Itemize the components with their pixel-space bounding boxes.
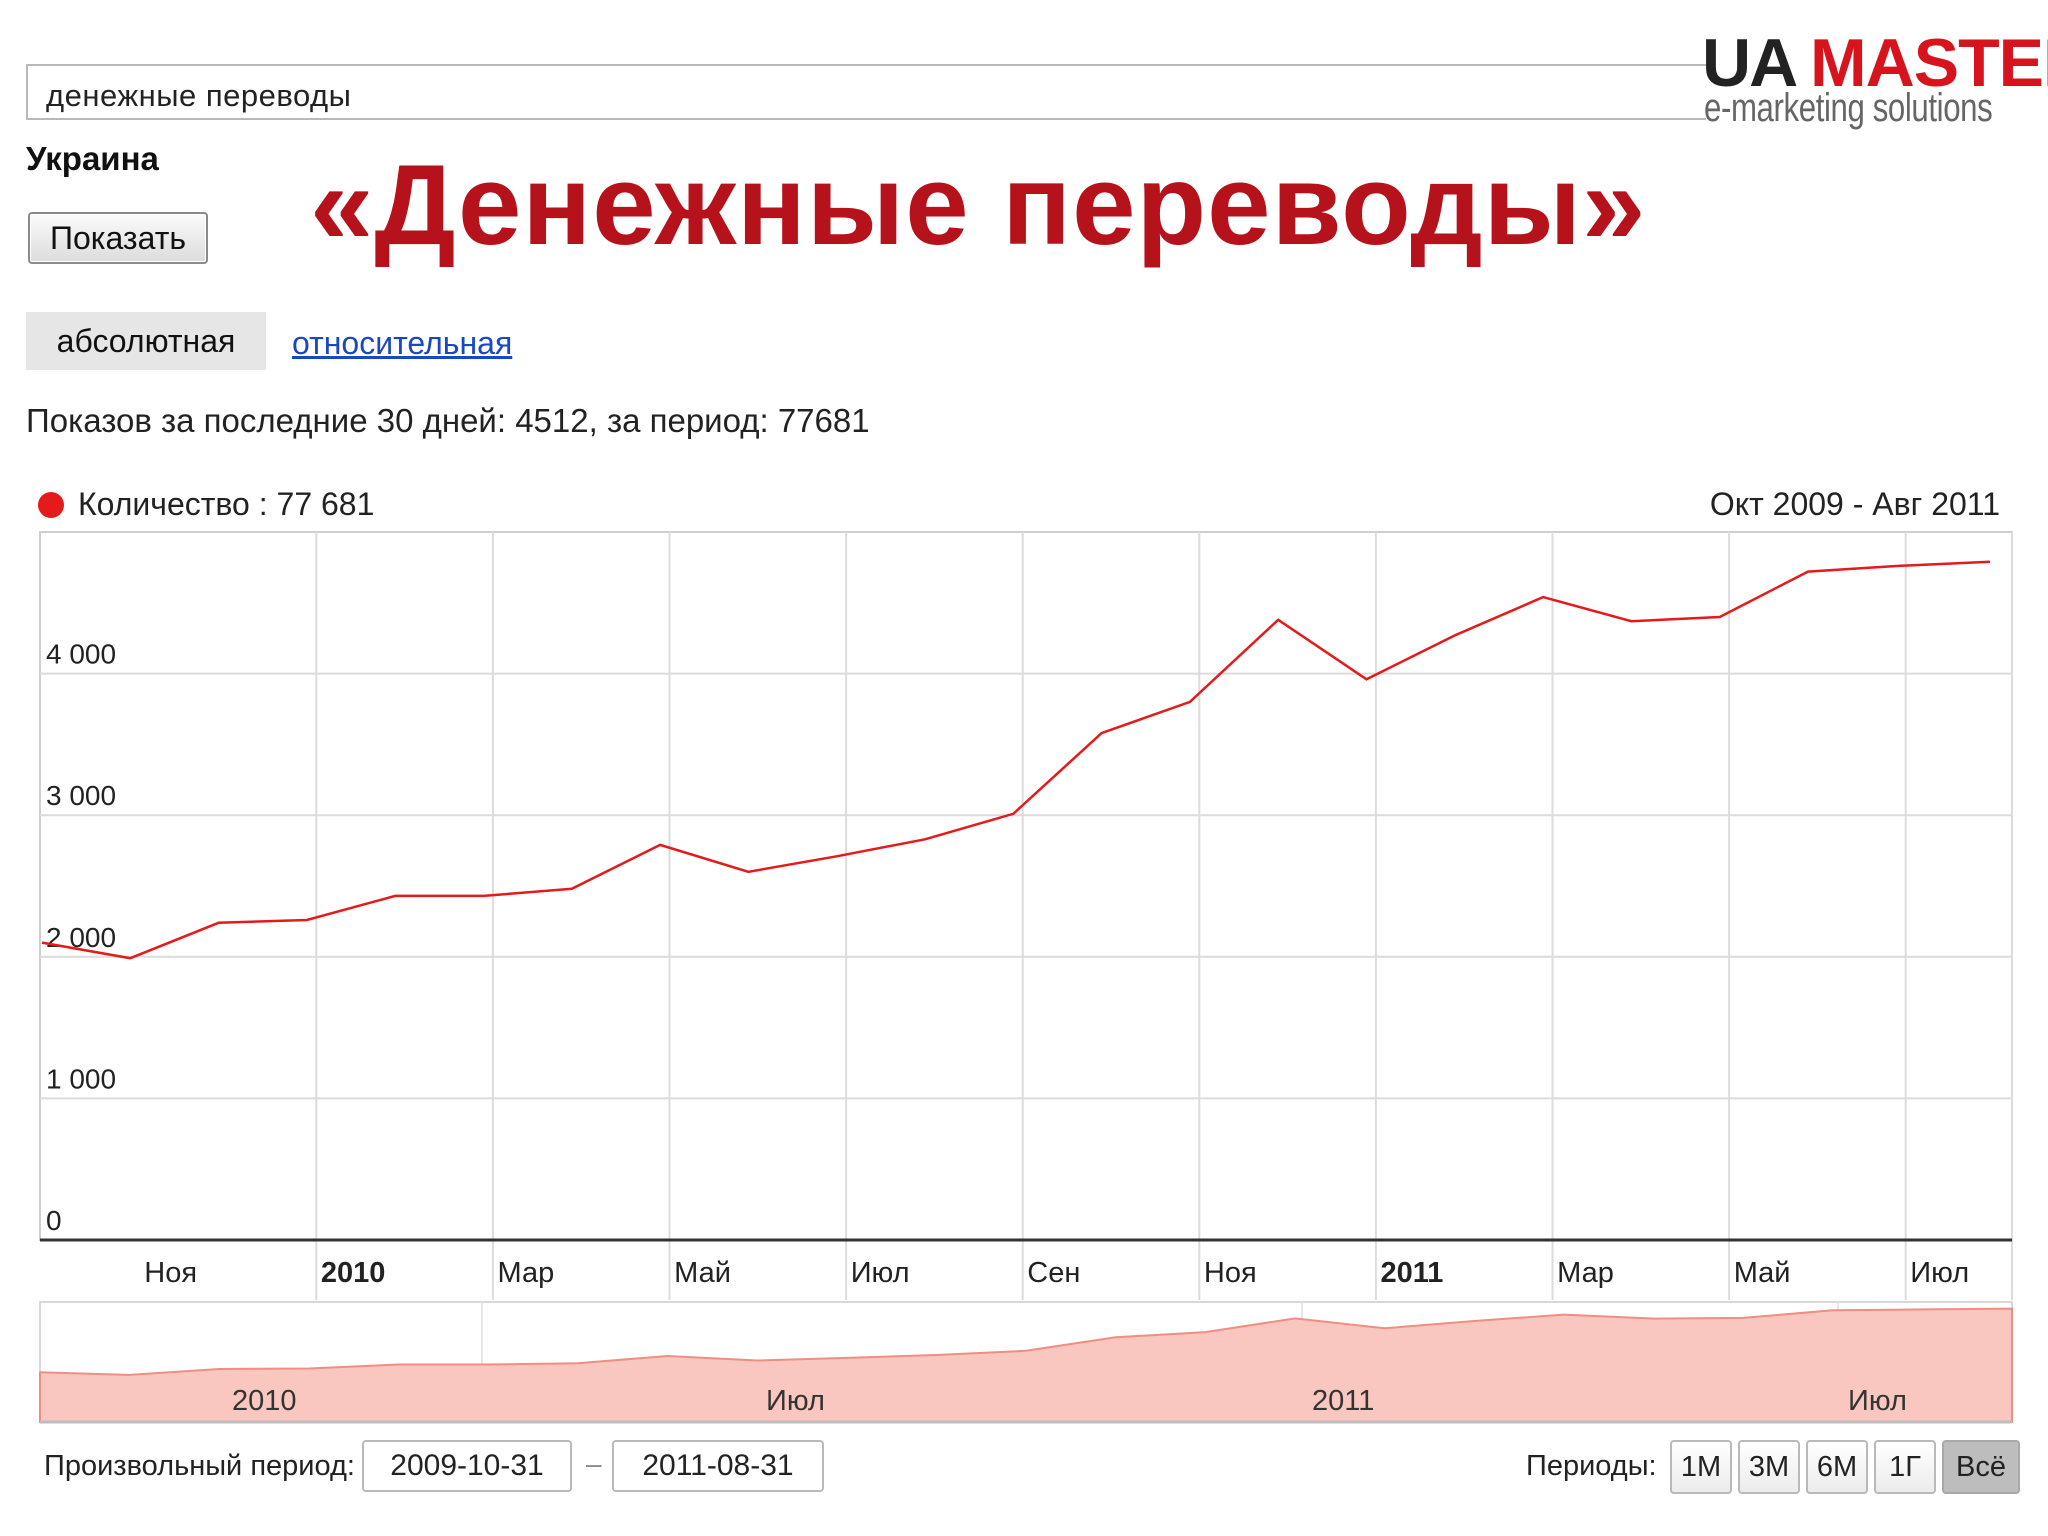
- navigator-label: 2011: [1312, 1385, 1374, 1417]
- periods-label: Периоды:: [1526, 1450, 1657, 1482]
- date-separator: –: [586, 1448, 602, 1479]
- x-tick-label: Июл: [1910, 1257, 1969, 1289]
- custom-period-label: Произвольный период:: [44, 1450, 355, 1482]
- x-tick-label: 2010: [321, 1257, 386, 1289]
- period-1y-button[interactable]: 1Г: [1874, 1440, 1936, 1494]
- horizontal-gridlines: [40, 672, 2012, 1100]
- logo-master-text: MASTER: [1810, 25, 2048, 101]
- y-axis-labels: 0 1 000 2 000 3 000 4 000: [46, 639, 116, 1236]
- impressions-summary: Показов за последние 30 дней: 4512, за п…: [26, 402, 870, 439]
- plot-frame: [39, 531, 2013, 1241]
- navigator-labels: 2010 Июл 2011 Июл: [232, 1385, 1907, 1417]
- y-tick-label: 3 000: [46, 780, 116, 811]
- date-to-input[interactable]: 2011-08-31: [612, 1440, 824, 1492]
- search-input[interactable]: денежные переводы: [26, 64, 1706, 120]
- region-label: Украина: [26, 140, 159, 177]
- search-query-text: денежные переводы: [46, 78, 352, 113]
- period-6m-button[interactable]: 6М: [1806, 1440, 1868, 1494]
- legend-label: Количество : 77 681: [78, 486, 375, 522]
- range-navigator[interactable]: 2010 Июл 2011 Июл: [39, 1301, 2013, 1424]
- date-range-label: Окт 2009 - Авг 2011: [1709, 486, 2000, 522]
- navigator-area: [39, 1307, 2013, 1423]
- period-3m-button[interactable]: 3М: [1738, 1440, 1800, 1494]
- x-tick-label: Ноя: [144, 1257, 197, 1289]
- x-axis-labels: Ноя 2010 Мар Май Июл Сен Ноя 2011 Мар Май Июл: [144, 1257, 1969, 1289]
- x-tick-label: Сен: [1027, 1257, 1080, 1289]
- x-tick-label: Май: [1734, 1257, 1791, 1289]
- uamaster-logo: UA MASTER e-marketing solutions: [1702, 24, 2048, 134]
- period-1m-button[interactable]: 1М: [1670, 1440, 1732, 1494]
- slide-headline: «Денежные переводы»: [310, 142, 1647, 269]
- x-tick-label: 2011: [1381, 1257, 1444, 1289]
- navigator-label: Июл: [1848, 1385, 1907, 1417]
- show-button[interactable]: Показать: [28, 212, 208, 264]
- period-all-button[interactable]: Всё: [1942, 1440, 2020, 1494]
- series-line-kolichestvo: [41, 560, 1991, 960]
- navigator-label: 2010: [232, 1385, 297, 1417]
- vertical-gridlines: [315, 532, 2013, 1300]
- y-tick-label: 0: [46, 1205, 62, 1236]
- tab-absolute[interactable]: абсолютная: [26, 312, 266, 370]
- tab-relative[interactable]: относительная: [292, 325, 513, 361]
- y-tick-label: 1 000: [46, 1063, 116, 1094]
- navigator-label: Июл: [766, 1385, 825, 1417]
- logo-tagline: e-marketing solutions: [1704, 86, 1993, 130]
- x-tick-label: Мар: [498, 1257, 555, 1289]
- x-tick-label: Июл: [851, 1257, 910, 1289]
- chart-area: 0 1 000 2 000 3 000 4 000 Ноя 2010 Мар Май Июл Се…: [39, 531, 2013, 1424]
- y-tick-label: 2 000: [46, 922, 116, 953]
- x-tick-label: Май: [674, 1257, 731, 1289]
- y-tick-label: 4 000: [46, 639, 116, 670]
- legend-dot-icon: [38, 492, 64, 518]
- logo-ua-text: UA: [1702, 25, 1798, 101]
- x-tick-label: Ноя: [1204, 1257, 1257, 1289]
- date-from-input[interactable]: 2009-10-31: [362, 1440, 572, 1492]
- x-tick-label: Мар: [1557, 1257, 1614, 1289]
